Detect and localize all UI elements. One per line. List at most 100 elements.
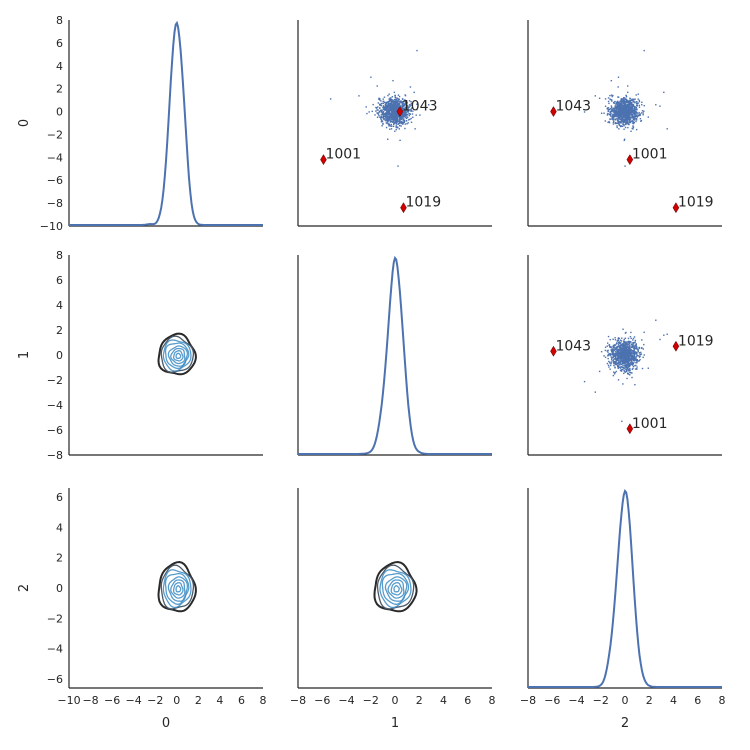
scatter-point <box>633 353 635 356</box>
scatter-point <box>419 114 421 116</box>
scatter-point <box>632 112 634 115</box>
scatter-point <box>603 355 605 357</box>
scatter-point <box>634 359 636 361</box>
scatter-point <box>380 110 383 113</box>
scatter-point <box>621 368 623 371</box>
scatter-point <box>636 368 638 370</box>
scatter-point <box>622 110 625 113</box>
scatter-point <box>400 106 403 108</box>
scatter-point <box>378 111 380 114</box>
scatter-point <box>621 110 624 112</box>
scatter-point <box>639 355 641 357</box>
scatter-point <box>617 354 619 356</box>
scatter-point <box>377 109 379 111</box>
scatter-point <box>394 112 397 114</box>
scatter-point <box>634 368 637 370</box>
scatter-point <box>619 357 621 360</box>
scatter-point <box>402 104 405 106</box>
scatter-point <box>399 117 401 120</box>
scatter-point <box>619 369 622 371</box>
scatter-point <box>372 103 374 106</box>
scatter-point <box>630 111 632 114</box>
scatter-point <box>624 360 626 362</box>
scatter-point <box>603 112 605 114</box>
scatter-point <box>392 99 394 102</box>
scatter-point <box>381 120 384 122</box>
scatter-point <box>380 119 383 121</box>
scatter-point <box>388 124 391 126</box>
scatter-point <box>382 108 384 111</box>
scatter-point <box>626 361 628 363</box>
scatter-point <box>628 366 630 368</box>
scatter-point <box>384 119 386 121</box>
scatter-point <box>399 105 401 107</box>
scatter-point <box>626 346 628 349</box>
scatter-point <box>615 102 618 104</box>
scatter-point <box>392 123 395 126</box>
scatter-point <box>607 349 609 352</box>
scatter-point <box>624 364 627 367</box>
scatter-point <box>615 117 617 120</box>
scatter-point <box>394 130 396 132</box>
scatter-point <box>627 112 629 115</box>
scatter-point <box>632 100 634 102</box>
scatter-point <box>385 119 387 121</box>
scatter-point <box>635 347 638 350</box>
scatter-point <box>394 113 396 115</box>
scatter-point <box>622 347 624 349</box>
scatter-point <box>620 358 622 360</box>
scatter-point <box>613 111 615 114</box>
scatter-point <box>636 115 638 117</box>
scatter-point <box>640 112 643 114</box>
scatter-point <box>625 96 628 98</box>
scatter-point <box>397 116 399 118</box>
scatter-point <box>617 360 620 362</box>
scatter-point <box>630 361 633 363</box>
scatter-point <box>630 359 632 362</box>
scatter-point <box>615 346 618 348</box>
scatter-point <box>389 109 392 111</box>
scatter-point <box>384 101 386 104</box>
scatter-point <box>633 101 635 103</box>
scatter-point <box>612 123 615 125</box>
scatter-point <box>618 104 620 106</box>
scatter-point <box>382 100 385 103</box>
scatter-point <box>621 344 623 346</box>
scatter-point <box>630 120 632 122</box>
scatter-point <box>607 335 610 338</box>
scatter-point <box>632 361 634 364</box>
scatter-point <box>627 363 629 366</box>
scatter-point <box>622 328 624 330</box>
scatter-point <box>619 346 621 349</box>
scatter-point <box>620 342 622 344</box>
scatter-point <box>391 96 394 98</box>
scatter-point <box>620 357 623 359</box>
scatter-point <box>618 128 620 130</box>
scatter-point <box>626 109 628 112</box>
scatter-point <box>623 115 625 117</box>
scatter-point <box>634 383 636 386</box>
scatter-point <box>388 108 390 111</box>
scatter-point <box>388 117 390 120</box>
scatter-point <box>610 115 612 117</box>
scatter-point <box>387 101 390 103</box>
scatter-point <box>394 100 396 103</box>
scatter-point <box>617 104 619 107</box>
scatter-point <box>628 359 630 362</box>
scatter-point <box>379 98 381 100</box>
scatter-point <box>628 109 631 112</box>
scatter-point <box>392 109 394 112</box>
scatter-point <box>625 107 627 109</box>
scatter-point <box>406 101 408 104</box>
scatter-point <box>629 353 631 355</box>
scatter-point <box>621 420 623 423</box>
scatter-point <box>622 113 624 115</box>
scatter-point <box>609 111 611 114</box>
y-tick-label: 6 <box>56 491 63 504</box>
outlier-marker <box>550 106 557 118</box>
outlier-marker <box>550 345 557 357</box>
scatter-point <box>392 112 394 114</box>
scatter-point <box>641 347 643 349</box>
scatter-point <box>624 117 626 119</box>
scatter-point <box>623 118 625 121</box>
